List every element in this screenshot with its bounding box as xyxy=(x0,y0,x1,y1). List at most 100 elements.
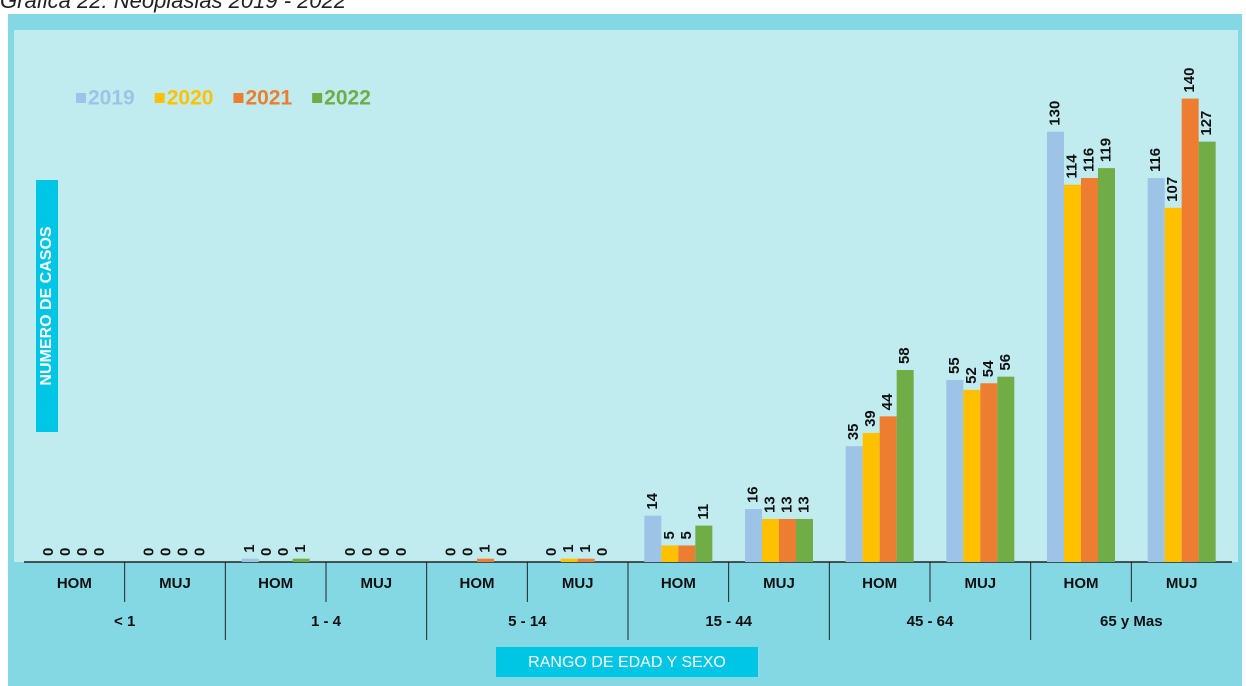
data-label: 13 xyxy=(778,496,795,513)
legend-swatch xyxy=(154,93,165,103)
data-label: 55 xyxy=(946,357,963,374)
data-label: 140 xyxy=(1181,68,1198,93)
bar xyxy=(678,545,696,562)
bar xyxy=(997,376,1015,562)
x-tick-label: MUJ xyxy=(1166,575,1198,592)
data-label: 14 xyxy=(644,492,661,509)
data-label: 1 xyxy=(476,544,493,552)
bar xyxy=(1081,178,1098,563)
data-label: 0 xyxy=(275,548,292,556)
data-label: 0 xyxy=(191,548,208,556)
y-label-box xyxy=(36,180,58,432)
data-label: 0 xyxy=(594,548,611,556)
data-label: 127 xyxy=(1198,111,1215,136)
x-tick-label: MUJ xyxy=(964,575,996,592)
data-label: 0 xyxy=(74,548,91,556)
x-tick-label: HOM xyxy=(862,575,897,592)
data-label: 1 xyxy=(560,544,577,552)
data-label: 119 xyxy=(1097,138,1114,162)
bar xyxy=(560,558,578,562)
bar xyxy=(1198,141,1216,562)
x-tick-label: MUJ xyxy=(562,575,594,592)
data-label: 0 xyxy=(157,548,174,556)
bar xyxy=(661,545,679,562)
x-tick-label: HOM xyxy=(57,575,92,592)
group-label: < 1 xyxy=(114,613,135,630)
data-label: 0 xyxy=(459,548,476,556)
data-label: 0 xyxy=(40,548,57,556)
group-label: 5 - 14 xyxy=(508,613,547,630)
data-label: 130 xyxy=(1046,101,1063,126)
data-label: 116 xyxy=(1080,148,1097,172)
bar xyxy=(477,558,494,562)
data-label: 5 xyxy=(678,531,695,539)
bar xyxy=(845,446,863,562)
x-tick-label: MUJ xyxy=(159,575,191,592)
data-label: 0 xyxy=(543,548,560,556)
bar xyxy=(1098,168,1115,563)
bar xyxy=(292,558,310,562)
bar xyxy=(946,379,964,562)
data-label: 0 xyxy=(342,548,359,556)
legend-label: 2022 xyxy=(324,87,371,110)
legend-swatch xyxy=(76,93,86,103)
group-label: 65 y Mas xyxy=(1100,613,1163,630)
legend-swatch xyxy=(233,93,244,103)
bar xyxy=(577,558,595,562)
group-label: 1 - 4 xyxy=(311,613,342,630)
group-label: 45 - 64 xyxy=(907,613,954,630)
data-label: 13 xyxy=(795,496,812,513)
data-label: 13 xyxy=(761,496,778,513)
data-label: 5 xyxy=(661,531,678,539)
plot-area xyxy=(14,30,1238,562)
data-label: 0 xyxy=(493,548,510,556)
bar xyxy=(1064,184,1081,562)
bar xyxy=(796,518,813,562)
bar xyxy=(1147,178,1165,563)
data-label: 107 xyxy=(1164,177,1181,202)
bar xyxy=(644,515,662,562)
group-label: 15 - 44 xyxy=(705,613,752,630)
bar xyxy=(762,518,779,562)
chart-title: Gráfica 22: Neoplasias 2019 - 2022 xyxy=(0,0,346,13)
x-tick-label: MUJ xyxy=(360,575,392,592)
x-label-box xyxy=(496,647,758,677)
legend-label: 2020 xyxy=(167,87,214,110)
x-tick-label: MUJ xyxy=(763,575,795,592)
bar xyxy=(1047,131,1064,562)
data-label: 0 xyxy=(393,548,410,556)
data-label: 54 xyxy=(980,360,997,377)
y-axis-label: NUMERO DE CASOS xyxy=(38,226,55,385)
data-label: 1 xyxy=(292,544,309,552)
bar xyxy=(896,370,914,562)
bar xyxy=(1164,207,1182,562)
data-label: 0 xyxy=(359,548,376,556)
bar xyxy=(241,558,259,562)
data-label: 58 xyxy=(896,347,913,364)
bar xyxy=(779,518,796,562)
x-axis-label: RANGO DE EDAD Y SEXO xyxy=(528,654,726,671)
x-tick-label: HOM xyxy=(1064,575,1099,592)
legend-swatch xyxy=(312,93,323,103)
bar xyxy=(862,432,880,562)
data-label: 116 xyxy=(1147,148,1164,172)
bar xyxy=(963,389,981,562)
data-label: 35 xyxy=(845,423,862,440)
data-label: 0 xyxy=(91,548,108,556)
data-label: 56 xyxy=(997,354,1014,371)
data-label: 1 xyxy=(241,544,258,552)
data-label: 1 xyxy=(577,544,594,552)
data-label: 0 xyxy=(376,548,393,556)
bar xyxy=(879,416,897,562)
data-label: 0 xyxy=(140,548,157,556)
data-label: 114 xyxy=(1063,154,1080,179)
legend-label: 2021 xyxy=(245,87,292,110)
data-label: 0 xyxy=(57,548,74,556)
data-label: 11 xyxy=(695,504,712,520)
bar xyxy=(1181,98,1199,562)
data-label: 52 xyxy=(963,367,980,384)
data-label: 16 xyxy=(744,486,761,503)
data-label: 0 xyxy=(174,548,191,556)
data-label: 39 xyxy=(862,410,879,427)
